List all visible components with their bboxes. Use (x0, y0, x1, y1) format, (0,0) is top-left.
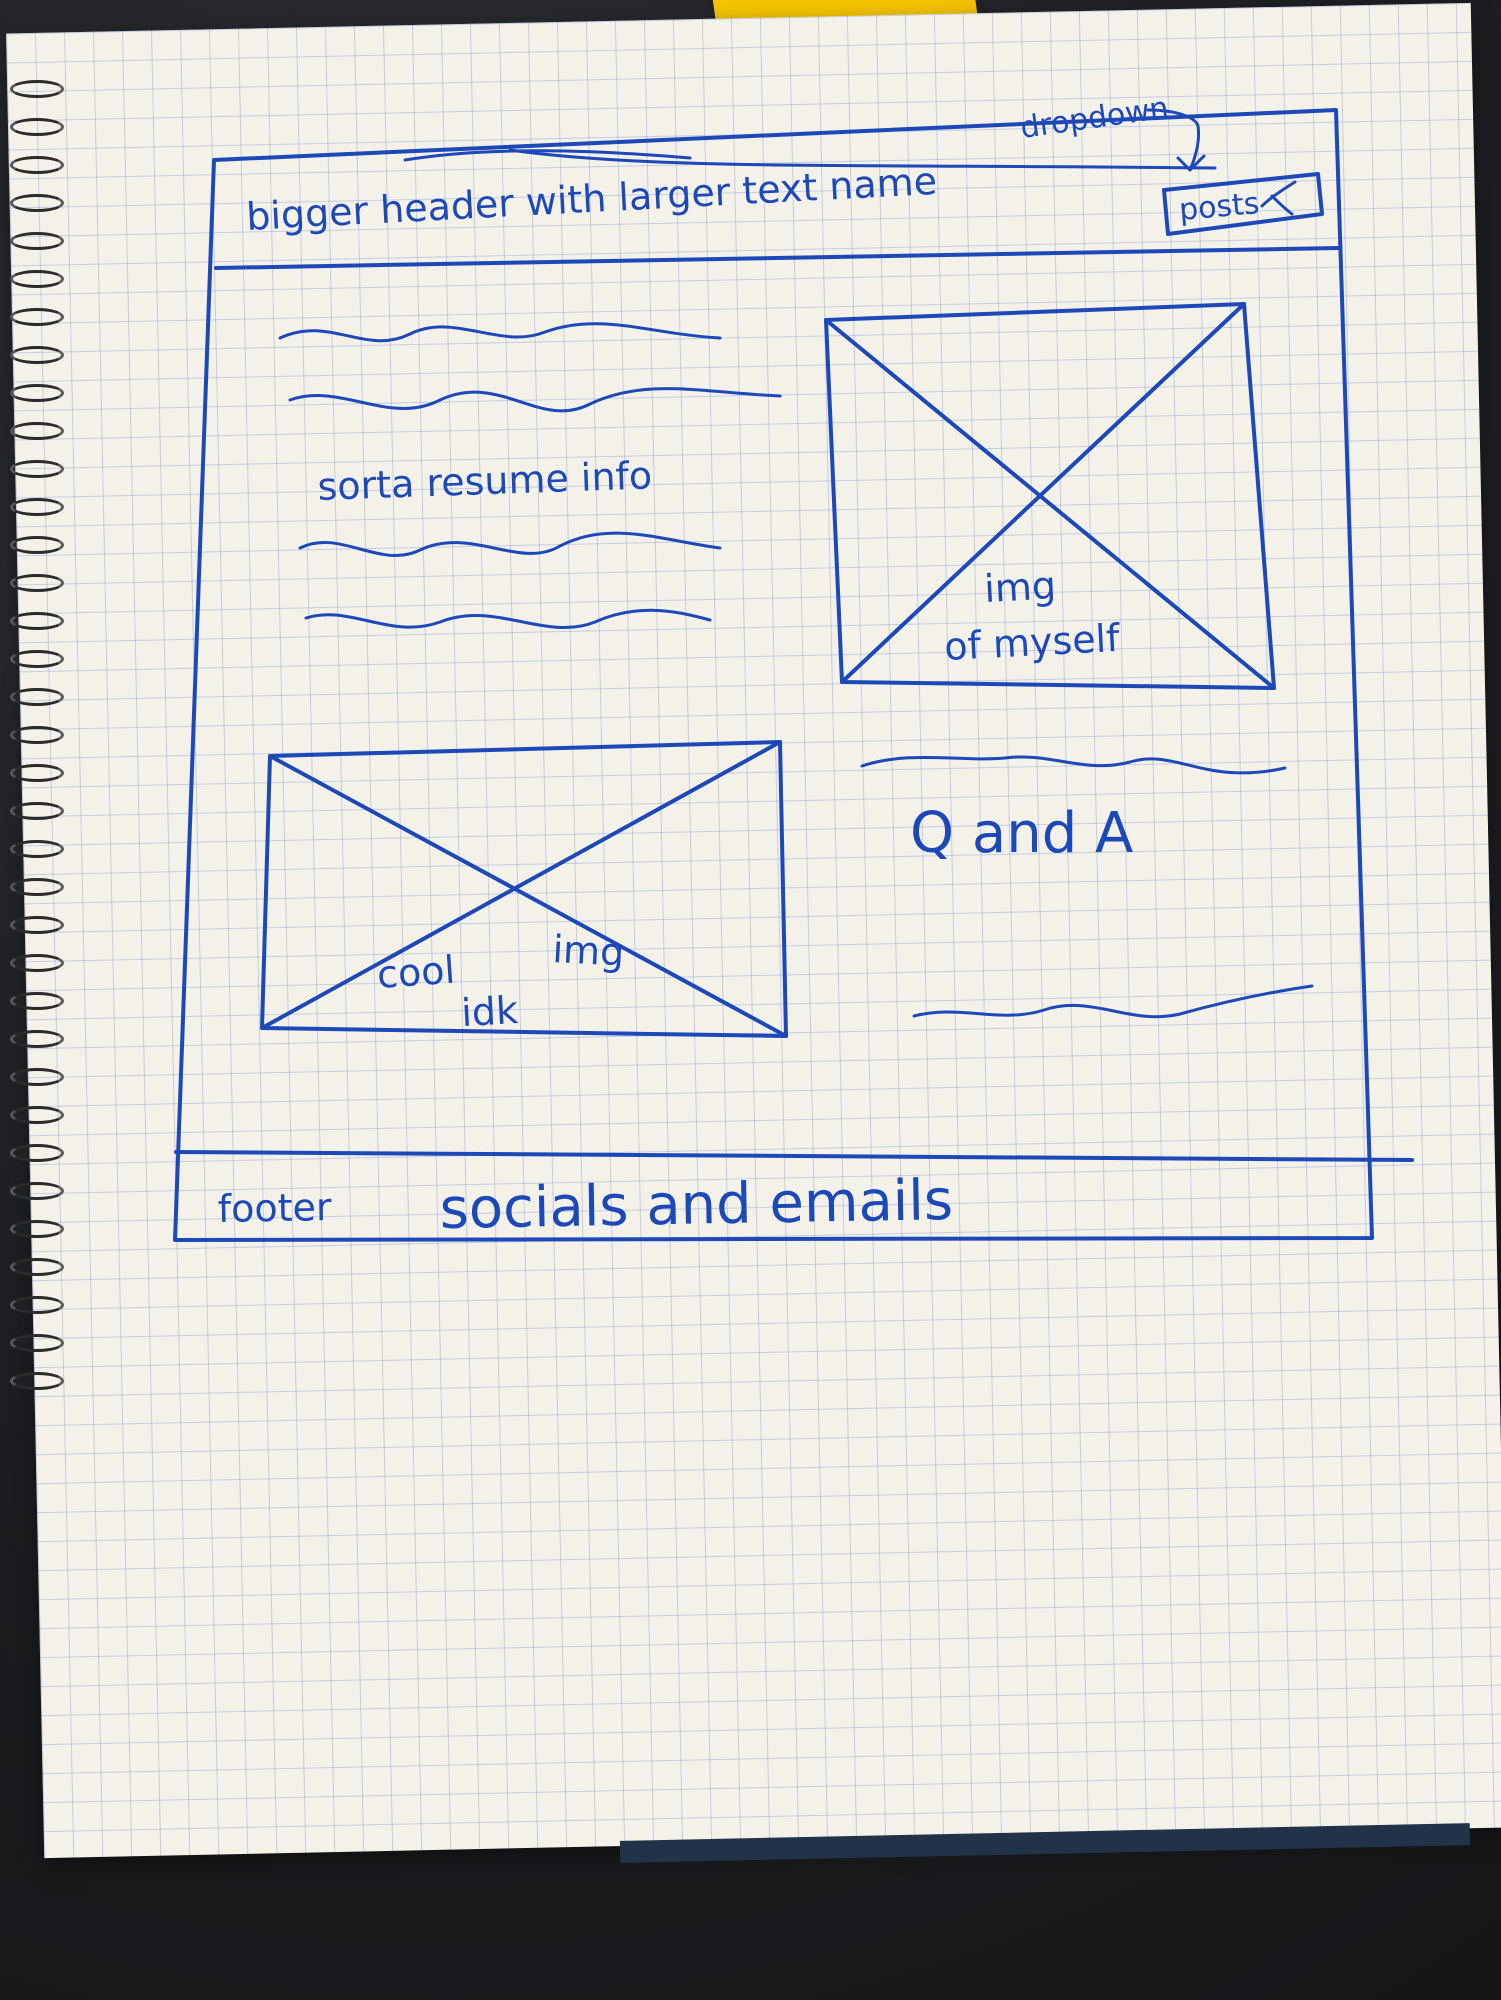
dropdown-tick-2 (1270, 194, 1294, 216)
spiral-ring (10, 1258, 64, 1276)
spiral-ring (10, 954, 64, 972)
spiral-ring (10, 1068, 64, 1086)
spiral-ring (10, 916, 64, 934)
dropdown-arrow-head (1176, 154, 1206, 172)
footer-label: footer (217, 1185, 332, 1231)
spiral-ring (10, 764, 64, 782)
dropdown-note: dropdown (1018, 91, 1170, 146)
resume-text: sorta resume info (317, 453, 653, 509)
spiral-ring (10, 650, 64, 668)
spiral-ring (10, 1220, 64, 1238)
spiral-ring (10, 688, 64, 706)
spiral-ring (10, 726, 64, 744)
qa-line-top (860, 755, 1287, 775)
dropdown-tick (1260, 180, 1297, 208)
header-divider (214, 246, 1340, 270)
spiral-ring (10, 612, 64, 630)
spiral-ring (10, 384, 64, 402)
resume-line-4 (304, 608, 712, 630)
qa-label: Q and A (910, 801, 1133, 866)
resume-line-1 (278, 322, 722, 343)
spiral-ring (10, 422, 64, 440)
spiral-ring (10, 308, 64, 326)
spiral-ring (10, 1106, 64, 1124)
dropdown-label: posts (1178, 186, 1261, 228)
header-text: bigger header with larger text name (245, 159, 938, 239)
spiral-ring (10, 194, 64, 212)
cool-img-label-top: cool (376, 948, 457, 997)
spiral-ring (10, 1334, 64, 1352)
portrait-label-top: img (983, 563, 1057, 611)
spiral-ring (10, 1144, 64, 1162)
cool-img-label-right: img (552, 927, 626, 975)
cool-image-cross-1 (268, 754, 788, 1038)
spiral-ring (10, 878, 64, 896)
spiral-ring (10, 574, 64, 592)
resume-line-2 (288, 387, 782, 413)
spiral-ring (10, 270, 64, 288)
spiral-binding (0, 80, 74, 1400)
spiral-ring (10, 460, 64, 478)
spiral-ring (10, 802, 64, 820)
spiral-ring (10, 80, 64, 98)
portrait-cross-2 (840, 302, 1246, 684)
qa-line-bottom (912, 984, 1314, 1019)
portrait-cross-1 (824, 318, 1276, 690)
spiral-ring (10, 1296, 64, 1314)
spiral-ring (10, 536, 64, 554)
dropdown-box (1162, 172, 1324, 236)
spiral-ring (10, 840, 64, 858)
spiral-ring (10, 1030, 64, 1048)
spiral-ring (10, 346, 64, 364)
footer-divider (174, 1150, 1414, 1162)
cool-image-cross-2 (260, 740, 782, 1030)
top-scribble-1 (403, 149, 692, 162)
spiral-ring (10, 232, 64, 250)
spiral-ring (10, 156, 64, 174)
resume-line-3 (298, 531, 722, 557)
dropdown-arrow (1146, 108, 1200, 172)
spiral-ring (10, 1372, 64, 1390)
spiral-ring (10, 498, 64, 516)
spiral-ring (10, 118, 64, 136)
footer-text: socials and emails (439, 1168, 953, 1242)
cool-img-label-bottom: idk (460, 988, 519, 1035)
top-scribble-2 (508, 148, 1217, 170)
spiral-ring (10, 992, 64, 1010)
spiral-ring (10, 1182, 64, 1200)
page-frame (173, 108, 1374, 1242)
portrait-label-bottom: of myself (943, 616, 1122, 669)
